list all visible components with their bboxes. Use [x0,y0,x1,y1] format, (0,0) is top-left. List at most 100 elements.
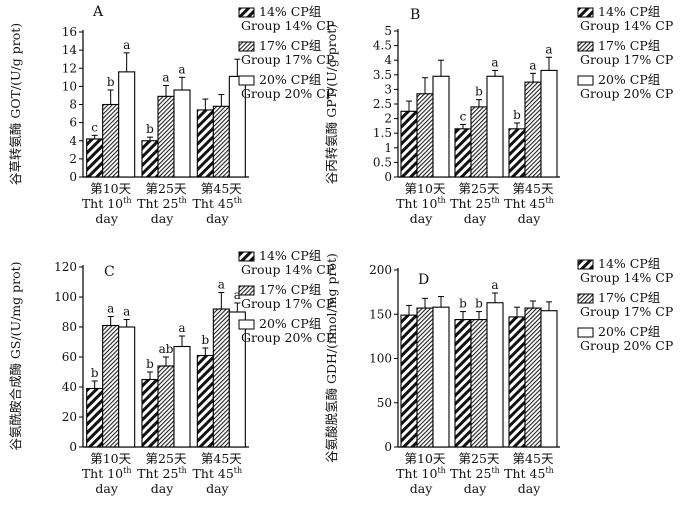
y-tick-label: 100 [369,352,392,366]
legend-label-line1: 20% CP组 [259,72,321,87]
x-label-line1: 第45天 [513,181,554,196]
x-label-superscript: th [123,466,131,475]
legend-swatch [238,41,255,52]
x-label-line1: 第25天 [146,181,187,196]
y-tick-label: 20 [62,410,77,424]
x-label-line2: Tht 25th [450,196,500,211]
y-axis-label: 谷氨酰胺合成酶 GS/(U/mg prot) [8,261,23,450]
x-label-line2: Tht 25th [137,466,187,481]
y-tick-label: 2.5 [373,97,392,111]
significance-letter: a [178,321,185,335]
x-label-line2-main: Tht 10 [396,466,437,481]
y-tick-label: 16 [62,25,77,39]
y-tick-label: 60 [62,350,77,364]
x-label-line1: 第25天 [459,451,500,466]
legend-label-line2: Group 20% CP [241,86,334,101]
x-label-line2: Tht 25th [450,466,500,481]
x-label-line3: day [206,481,229,496]
x-label-line3: day [151,481,174,496]
x-label-line2: Tht 10th [82,196,132,211]
x-label-line1: 第10天 [90,181,131,196]
x-label-line3: day [206,211,229,226]
panel-b: 00.511.522.533.544.55 B 谷丙转氨酶 GPT/(U/g pro… [324,4,673,226]
bar [454,319,472,448]
significance-letter: b [513,108,521,122]
significance-letter: b [201,333,209,347]
bar [118,71,136,178]
bar [118,326,136,448]
legend-label-line2: Group 17% CP [241,296,334,311]
x-label-superscript: th [234,196,242,205]
legend-label-line2: Group 14% CP [241,262,334,277]
y-tick-label: 200 [369,263,392,277]
panel-letter: D [418,272,429,288]
y-tick-label: 0.5 [373,155,392,169]
significance-letter: a [162,70,169,84]
x-label-superscript: th [437,196,445,205]
bar [212,308,230,448]
significance-letter: b [146,357,154,371]
bar [416,93,434,178]
x-label-superscript: th [437,466,445,475]
bar [157,365,175,448]
significance-letter: a [123,305,130,319]
legend-label-line2: Group 14% CP [241,18,334,33]
x-label-superscript: th [178,466,186,475]
bar [524,81,542,178]
x-label-line2: Tht 45th [192,466,242,481]
legend-label-line1: 14% CP组 [259,248,321,263]
x-label-line1: 第45天 [201,181,242,196]
bar [157,95,175,178]
y-axis-label: 谷氨酸脱氢酶 GDH/(nmol/mg prot) [324,253,339,463]
y-tick-label: 120 [54,260,77,274]
x-label-line1: 第45天 [513,451,554,466]
legend-label-line1: 17% CP组 [259,282,321,297]
x-label-line3: day [464,481,487,496]
legend-swatch [238,285,255,296]
significance-letter: b [475,297,483,311]
x-label-line2-main: Tht 45 [192,196,233,211]
x-label-line3: day [95,481,118,496]
y-tick-label: 12 [62,61,77,75]
panel-letter: C [104,264,115,280]
y-tick-label: 80 [62,320,77,334]
y-tick-label: 4.5 [373,39,392,53]
significance-letter: a [178,62,185,76]
bar [196,109,214,178]
bar [432,306,450,448]
x-label-line2-main: Tht 45 [504,196,545,211]
legend-swatch [238,251,255,262]
x-label-line2: Tht 10th [82,466,132,481]
significance-letter: c [460,109,467,123]
legend-swatch [238,7,255,18]
panel-c: 0 20 40 60 80 100 120 C 谷氨酰胺合成酶 GS/(U/mg prot) b b… [8,248,334,496]
legend-label-line2: Group 20% CP [580,338,673,353]
legend-swatch [238,319,255,330]
x-label-superscript: th [123,196,131,205]
legend-label-line2: Group 17% CP [580,52,673,67]
bar [400,314,418,448]
bar [86,387,104,448]
bar [432,75,450,178]
x-label-line2-main: Tht 10 [82,196,123,211]
bar [508,128,526,178]
x-label-superscript: th [545,196,553,205]
x-label-superscript: th [545,466,553,475]
x-label-line2-main: Tht 45 [192,466,233,481]
significance-letter: c [91,120,98,134]
x-label-line1: 第10天 [405,181,446,196]
legend-label-line1: 14% CP组 [598,256,660,271]
x-label-line2: Tht 10th [396,466,446,481]
x-label-line2: Tht 10th [396,196,446,211]
y-axis-label: 谷草转氨酶 GOT/(U/g prot) [8,23,23,185]
x-label-line2-main: Tht 10 [396,196,437,211]
x-label-line2-main: Tht 25 [450,196,491,211]
bar [454,128,472,178]
panel-letter: A [92,4,104,20]
x-label-line2-main: Tht 25 [137,466,178,481]
panel-d: 0 50 100 150 200 D 谷氨酸脱氢酶 GDH/(nmol/mg prot) b b… [324,253,673,496]
y-tick-label: 5 [384,24,392,38]
